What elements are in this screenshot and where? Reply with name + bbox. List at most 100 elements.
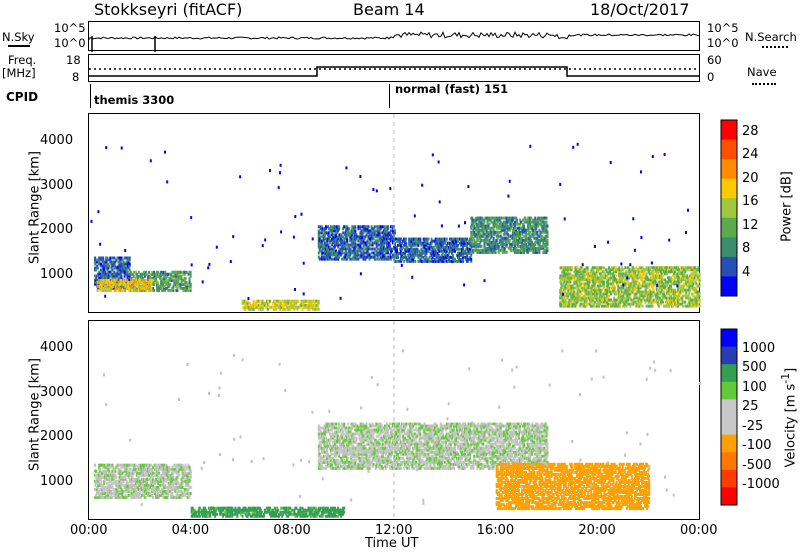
data-cell	[564, 284, 567, 288]
data-cell	[470, 236, 473, 240]
data-cell	[131, 288, 134, 292]
data-cell	[122, 479, 125, 483]
data-cell	[336, 239, 338, 243]
data-cell	[127, 276, 130, 280]
data-cell	[124, 493, 127, 497]
data-cell	[125, 268, 128, 272]
data-cell	[99, 278, 102, 282]
data-cell	[189, 282, 192, 286]
data-cell	[266, 307, 269, 311]
data-cell	[648, 266, 651, 270]
data-cell	[500, 246, 503, 250]
data-cell	[496, 220, 499, 224]
data-cell	[634, 272, 637, 276]
data-cell	[514, 242, 516, 246]
data-cell	[579, 298, 582, 302]
data-cell	[573, 296, 576, 300]
data-cell	[650, 292, 653, 296]
data-cell	[596, 300, 599, 304]
data-cell	[523, 226, 526, 230]
data-cell	[99, 491, 102, 495]
data-cell	[678, 272, 681, 276]
data-cell	[399, 247, 402, 251]
data-cell	[385, 239, 388, 243]
data-cell	[98, 272, 101, 276]
data-cell	[98, 463, 101, 467]
data-cell	[109, 270, 112, 274]
data-cell	[110, 266, 113, 270]
data-cell	[98, 258, 101, 262]
data-cell	[611, 304, 614, 308]
data-cell	[595, 304, 598, 308]
data-cell	[414, 251, 417, 255]
data-cell	[106, 258, 109, 262]
data-cell	[322, 239, 325, 243]
data-cell	[691, 274, 694, 278]
data-cell	[102, 487, 105, 491]
data-cell	[102, 280, 105, 284]
data-cell	[499, 234, 502, 238]
data-cell	[397, 239, 399, 243]
data-cell	[589, 292, 592, 296]
data-cell	[102, 278, 105, 282]
data-cell	[320, 255, 323, 259]
data-cell	[620, 284, 623, 288]
data-cell	[408, 255, 411, 259]
data-cell	[543, 226, 546, 230]
data-cell	[602, 282, 605, 286]
data-cell	[666, 284, 668, 288]
data-cell	[515, 240, 517, 244]
data-cell	[689, 288, 692, 292]
data-cell	[160, 282, 163, 286]
data-cell	[603, 296, 606, 300]
data-cell	[486, 236, 489, 240]
data-cell	[500, 216, 503, 220]
data-cell	[97, 485, 100, 489]
data-cell	[670, 276, 672, 280]
data-cell	[580, 272, 583, 276]
data-cell	[573, 290, 576, 294]
data-cell	[436, 241, 439, 245]
data-cell	[101, 463, 104, 467]
data-cell	[339, 296, 342, 300]
data-cell	[610, 272, 612, 276]
data-cell	[119, 286, 121, 290]
data-cell	[157, 274, 160, 278]
data-cell	[125, 485, 128, 489]
data-cell	[246, 299, 249, 303]
data-cell	[454, 257, 456, 261]
data-cell	[570, 278, 573, 282]
data-cell	[100, 471, 103, 475]
data-cell	[602, 266, 605, 270]
data-cell	[112, 264, 115, 268]
data-cell	[649, 296, 652, 300]
data-cell	[119, 260, 122, 264]
data-cell	[160, 270, 163, 274]
data-cell	[322, 227, 325, 231]
data-cell	[636, 278, 639, 282]
data-cell	[564, 290, 567, 294]
data-cell	[359, 245, 362, 249]
data-cell	[327, 237, 330, 241]
data-cell	[323, 257, 326, 261]
data-cell	[693, 298, 696, 302]
data-cell	[103, 471, 106, 475]
data-cell	[97, 286, 100, 290]
data-cell	[302, 292, 305, 296]
data-cell	[622, 304, 625, 308]
data-cell	[506, 226, 509, 230]
data-cell	[546, 230, 549, 234]
data-cell	[100, 483, 103, 487]
data-cell	[373, 247, 376, 251]
data-cell	[564, 274, 567, 278]
data-cell	[143, 286, 146, 290]
data-cell	[332, 239, 334, 243]
data-cell	[126, 272, 129, 276]
data-cell	[323, 245, 326, 249]
data-cell	[573, 274, 576, 278]
data-cell	[379, 239, 382, 243]
data-cell	[94, 256, 97, 260]
data-cell	[608, 288, 610, 292]
data-cell	[361, 247, 364, 251]
data-cell	[541, 218, 544, 222]
